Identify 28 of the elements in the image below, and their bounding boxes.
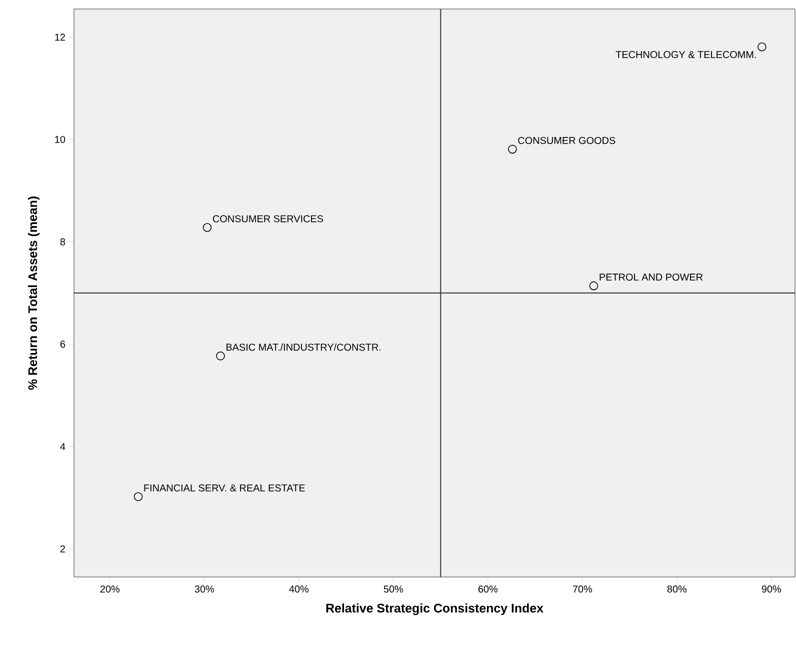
x-tick-label: 40% bbox=[289, 586, 309, 593]
annotation: CONSUMER GOODS bbox=[518, 136, 616, 144]
annotation: PETROL AND POWER bbox=[600, 274, 703, 281]
y-axis-title: % Return on Total Assets (mean) bbox=[28, 196, 40, 390]
y-tick-label: 10 bbox=[55, 136, 66, 144]
y-tick-label: 2 bbox=[60, 545, 65, 552]
x-tick-label: 80% bbox=[667, 586, 687, 593]
annotation: BASIC MAT./INDUSTRY/CONSTR. bbox=[226, 343, 380, 351]
x-tick-label: 30% bbox=[194, 586, 214, 593]
annotation: CONSUMER SERVICES bbox=[212, 215, 324, 222]
x-tick-label: 50% bbox=[384, 586, 404, 593]
annotation: TECHNOLOGY & TELECOMM. bbox=[616, 51, 756, 58]
x-tick-label: 70% bbox=[572, 586, 592, 593]
x-tick-label: 20% bbox=[100, 586, 120, 593]
point bbox=[758, 42, 766, 52]
point bbox=[216, 352, 225, 360]
annotation: FINANCIAL SERV. & REAL ESTATE bbox=[144, 484, 305, 492]
y-tick-label: 12 bbox=[55, 34, 65, 41]
y-tick-label: 4 bbox=[60, 443, 66, 450]
point bbox=[202, 223, 212, 232]
x-tick-label: 90% bbox=[762, 586, 782, 593]
point bbox=[134, 492, 143, 502]
point bbox=[589, 281, 598, 290]
x-tick-label: 60% bbox=[478, 586, 498, 593]
y-tick-label: 8 bbox=[60, 238, 66, 246]
y-tick-label: 6 bbox=[60, 340, 66, 348]
x-axis-title: Relative Strategic Consistency Index bbox=[326, 603, 544, 616]
point bbox=[508, 144, 517, 154]
